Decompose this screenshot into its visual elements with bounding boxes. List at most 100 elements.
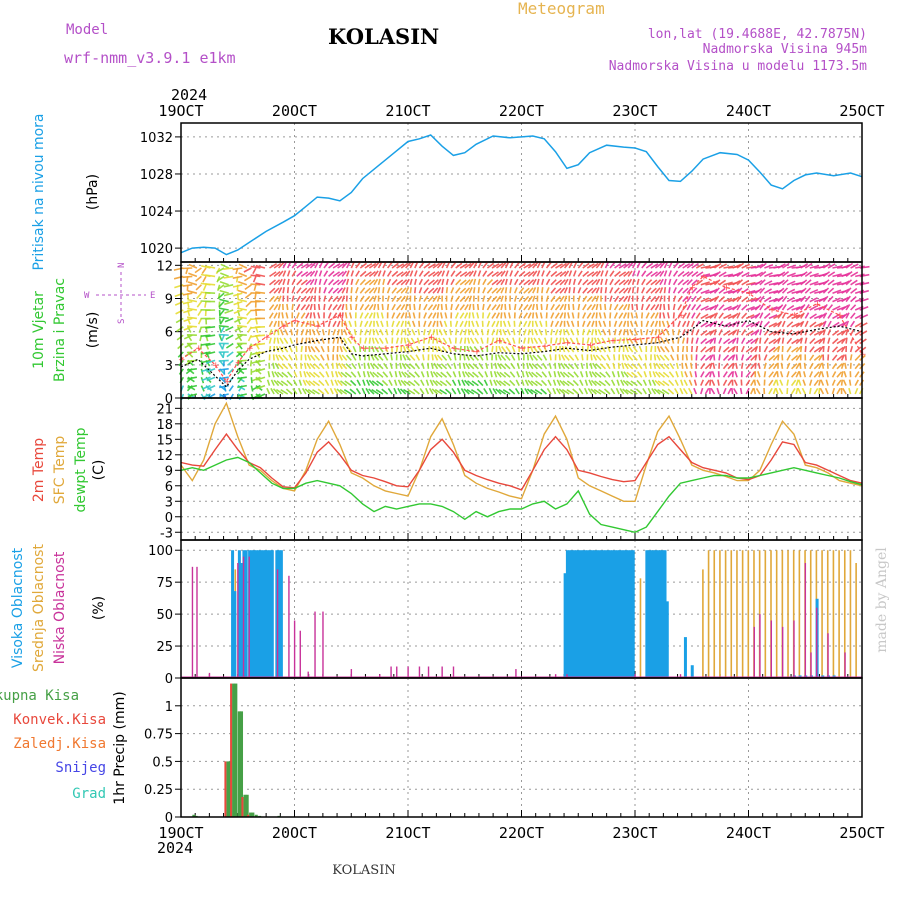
wind-barb — [313, 363, 321, 370]
wind-barb — [559, 379, 566, 387]
wind-barb — [704, 387, 710, 395]
wind-barb — [300, 263, 309, 269]
wind-barb — [495, 295, 502, 303]
wind-barb — [332, 279, 340, 286]
cloud-high-bar — [268, 550, 272, 678]
cloud-high-bar — [570, 550, 574, 678]
wind-barb — [564, 346, 570, 353]
wind-barb — [763, 312, 771, 319]
wind-barb — [609, 303, 612, 311]
cloud-mid-bar — [707, 550, 710, 678]
wind-barb — [395, 337, 399, 344]
wind-barb — [691, 329, 695, 336]
wind-barb — [368, 295, 375, 303]
wind-barb — [514, 270, 520, 277]
wind-barb — [809, 337, 816, 345]
wind-barb — [566, 389, 575, 395]
wind-barb — [289, 337, 293, 344]
wind-barb — [273, 295, 279, 303]
wind-barb — [273, 379, 280, 387]
wind-barb — [514, 262, 520, 269]
wind-barb — [613, 303, 619, 311]
wind-barb — [677, 337, 680, 344]
cloud-low-bar — [418, 666, 421, 678]
wind-barb — [741, 263, 751, 269]
wind-barb — [219, 384, 229, 389]
wind-barb — [318, 371, 325, 378]
wind-barb — [736, 320, 740, 328]
wind-barb — [622, 354, 625, 361]
wind-barb — [722, 371, 728, 378]
wind-barb — [218, 359, 229, 362]
wind-barb — [498, 380, 507, 387]
wind-barb — [268, 362, 271, 369]
wind-barb — [467, 371, 475, 378]
legend-total-rain: Ukupna Kisa — [0, 688, 79, 704]
wind-barb — [201, 384, 211, 390]
wind-barb — [491, 279, 499, 286]
wind-barb — [498, 388, 507, 395]
wind-barb — [777, 287, 785, 294]
cloud-low-bar — [759, 614, 761, 678]
wind-barb — [745, 314, 755, 320]
wind-barb — [500, 295, 504, 302]
wind-barb — [560, 362, 566, 370]
wind-barb — [754, 345, 759, 353]
wind-barb — [393, 387, 398, 395]
wind-barb — [555, 271, 563, 278]
wind-barb — [582, 320, 586, 328]
wind-barb — [436, 262, 443, 269]
wind-barb — [777, 312, 783, 319]
wind-barb — [371, 345, 375, 353]
wind-barb — [745, 379, 751, 387]
wind-barb — [364, 337, 368, 344]
wind-barb — [536, 287, 539, 294]
wind-barb — [569, 337, 575, 345]
wind-barb — [620, 371, 625, 378]
wind-barb — [405, 262, 412, 269]
wind-barb — [832, 289, 842, 294]
wind-barb — [629, 329, 634, 336]
wind-barb — [253, 284, 257, 291]
wind-barb — [402, 354, 407, 361]
wind-barb — [336, 303, 342, 311]
wind-barb — [341, 303, 345, 311]
wind-barb — [598, 380, 606, 387]
wind-barb — [594, 380, 602, 387]
wind-barb — [661, 329, 666, 336]
wind-ytick-label: 3 — [165, 359, 173, 374]
wind-barb — [296, 303, 301, 311]
wind-barb — [364, 345, 367, 353]
wind-barb — [468, 303, 472, 311]
wind-barb — [723, 321, 732, 328]
wind-barb — [559, 287, 566, 294]
wind-barb — [445, 270, 450, 277]
wind-barb — [282, 287, 285, 294]
wind-barb — [641, 278, 646, 286]
wind-barb — [757, 362, 761, 369]
wind-barb — [439, 380, 448, 387]
wind-barb — [355, 270, 360, 277]
wind-barb — [354, 320, 357, 327]
wind-barb — [395, 362, 398, 369]
wind-barb — [303, 371, 307, 378]
wind-barb — [459, 320, 464, 328]
wind-barb — [294, 362, 298, 370]
wind-barb — [800, 295, 807, 303]
wind-barb — [584, 379, 589, 386]
wind-barb — [359, 329, 363, 336]
wind-barb — [518, 287, 525, 294]
wind-barb — [414, 261, 419, 269]
cloud-low-bar — [390, 666, 392, 678]
wind-barb — [745, 362, 752, 370]
wind-barb — [672, 278, 678, 286]
wind-barb — [373, 354, 380, 361]
wind-barb — [233, 309, 243, 315]
wind-barb — [427, 287, 435, 294]
wind-barb — [753, 379, 757, 386]
wind-barb — [639, 337, 643, 344]
wind-barb — [409, 287, 412, 294]
wind-barb — [377, 303, 380, 311]
wind-barb — [282, 278, 286, 286]
wind-barb — [553, 371, 557, 378]
